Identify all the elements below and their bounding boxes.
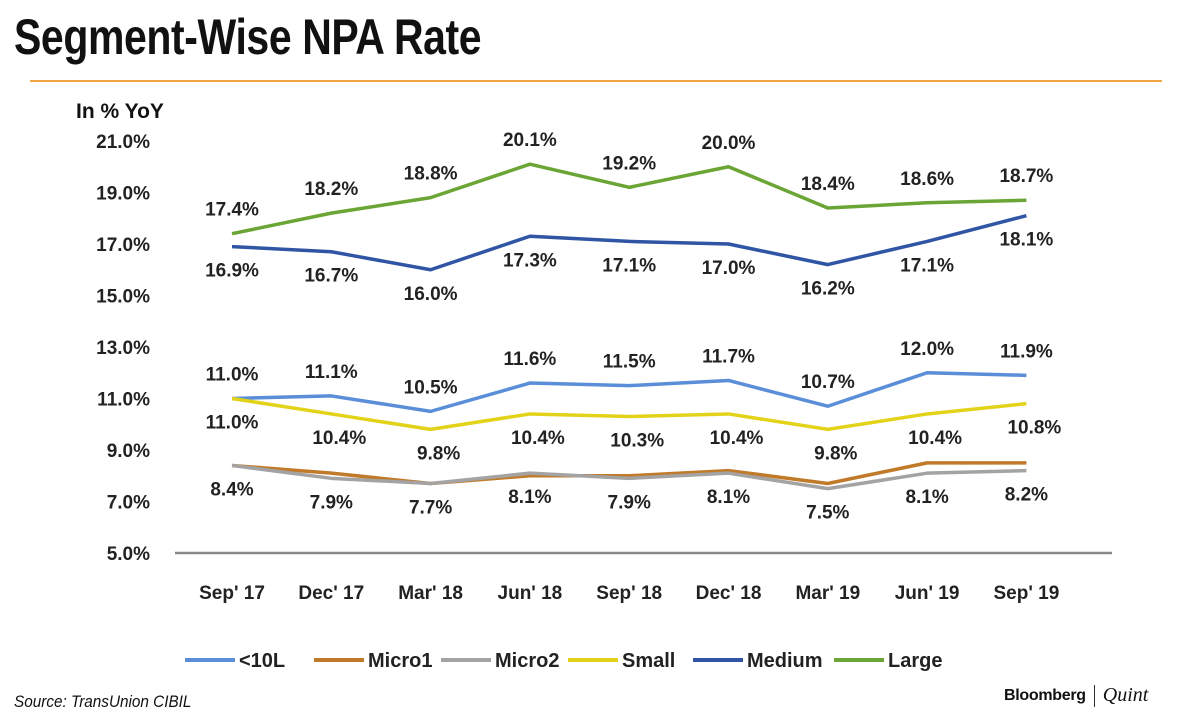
data-label: 10.3% — [610, 431, 664, 452]
chart-title: Segment-Wise NPA Rate — [14, 9, 482, 65]
data-label: 18.2% — [304, 179, 358, 200]
y-tick-label: 15.0% — [96, 287, 150, 308]
legend-item: Large — [834, 650, 942, 672]
data-label: 10.4% — [908, 428, 962, 449]
x-tick-label: Jun' 19 — [895, 583, 960, 604]
brand-logo: Bloomberg Quint — [1004, 684, 1148, 707]
series-line-micro1 — [231, 461, 1027, 486]
legend-label: Micro2 — [495, 650, 559, 672]
data-label: 9.8% — [417, 443, 460, 464]
data-label: 12.0% — [900, 339, 954, 360]
data-label: 19.2% — [602, 153, 656, 174]
x-tick-label: Sep' 19 — [994, 583, 1060, 604]
data-label: 20.1% — [503, 130, 557, 151]
data-label: 18.8% — [404, 164, 458, 185]
legend-item: Medium — [693, 650, 823, 672]
title-divider — [30, 80, 1162, 82]
series-line-small — [231, 396, 1027, 432]
x-tick-label: Sep' 17 — [199, 583, 265, 604]
y-tick-label: 13.0% — [96, 338, 150, 359]
data-label: 20.0% — [702, 133, 756, 154]
legend-label: Micro1 — [368, 650, 432, 672]
series-line-large — [231, 162, 1027, 236]
data-label: 11.7% — [702, 346, 755, 367]
y-tick-label: 19.0% — [96, 184, 150, 205]
x-tick-label: Jun' 18 — [498, 583, 563, 604]
data-label: 11.9% — [1000, 341, 1053, 362]
legend-label: <10L — [239, 650, 285, 672]
x-tick-label: Mar' 18 — [398, 583, 463, 604]
data-label: 8.1% — [905, 487, 948, 508]
data-label: 17.0% — [702, 258, 756, 279]
data-label: 16.0% — [404, 284, 458, 305]
legend-item: Small — [568, 650, 675, 672]
data-label: 7.5% — [806, 503, 849, 524]
brand-quint: Quint — [1102, 684, 1149, 706]
source-note: Source: TransUnion CIBIL — [14, 692, 192, 711]
series-line-10l — [231, 371, 1027, 414]
data-label: 16.2% — [801, 279, 855, 300]
x-tick-label: Mar' 19 — [795, 583, 860, 604]
data-label: 7.7% — [409, 497, 452, 518]
y-tick-label: 17.0% — [96, 235, 150, 256]
data-label: 10.7% — [801, 372, 855, 393]
data-label: 17.3% — [503, 250, 557, 271]
data-label: 11.6% — [503, 349, 556, 370]
data-label: 18.1% — [999, 230, 1053, 251]
y-tick-label: 9.0% — [107, 441, 150, 462]
data-label: 8.2% — [1005, 485, 1048, 506]
data-label: 17.4% — [205, 200, 259, 221]
y-tick-label: 21.0% — [96, 132, 150, 153]
data-label: 11.0% — [206, 365, 259, 386]
data-label: 9.8% — [814, 443, 857, 464]
series-line-micro2 — [231, 463, 1027, 491]
data-label: 18.6% — [900, 169, 954, 190]
y-axis-label: In % YoY — [76, 100, 164, 123]
x-tick-label: Dec' 18 — [696, 583, 762, 604]
y-tick-label: 11.0% — [97, 390, 150, 411]
data-label: 11.1% — [305, 362, 358, 383]
data-label: 11.0% — [206, 413, 259, 434]
y-tick-label: 5.0% — [107, 544, 150, 565]
data-label: 17.1% — [602, 255, 656, 276]
data-label: 8.1% — [508, 487, 551, 508]
legend-item: Micro2 — [441, 650, 559, 672]
data-label: 17.1% — [900, 255, 954, 276]
legend-item: <10L — [185, 650, 285, 672]
data-label: 8.4% — [210, 479, 253, 500]
x-tick-label: Dec' 17 — [298, 583, 364, 604]
series-line-medium — [231, 213, 1027, 272]
x-tick-label: Sep' 18 — [596, 583, 662, 604]
data-label: 11.5% — [603, 352, 656, 373]
data-label: 10.4% — [312, 428, 366, 449]
data-label: 18.4% — [801, 174, 855, 195]
y-tick-label: 7.0% — [107, 493, 150, 514]
data-label: 10.8% — [1007, 418, 1061, 439]
data-label: 7.9% — [608, 492, 651, 513]
legend-label: Small — [622, 650, 675, 672]
data-label: 8.1% — [707, 487, 750, 508]
brand-bloomberg: Bloomberg — [1004, 686, 1086, 704]
data-label: 16.9% — [205, 261, 259, 282]
legend-label: Large — [888, 650, 942, 672]
data-label: 7.9% — [310, 492, 353, 513]
legend-label: Medium — [747, 650, 823, 672]
data-label: 10.5% — [404, 377, 458, 398]
data-label: 10.4% — [511, 428, 565, 449]
data-label: 10.4% — [710, 428, 764, 449]
brand-separator — [1093, 684, 1095, 707]
data-label: 18.7% — [999, 166, 1053, 187]
data-label: 16.7% — [304, 266, 358, 287]
legend-item: Micro1 — [314, 650, 432, 672]
